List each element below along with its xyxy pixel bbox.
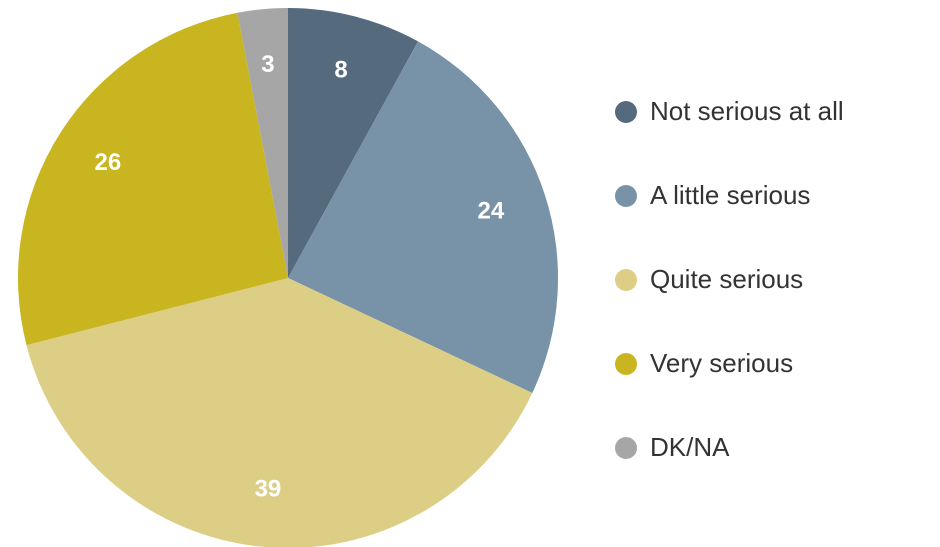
pie-slice [288,8,419,278]
data-label: 39 [255,476,282,503]
pie-slice [26,278,533,547]
legend-swatch [615,185,637,207]
legend-label: DK/NA [650,432,730,462]
legend-swatch [615,353,637,375]
legend-label: A little serious [650,180,810,210]
data-label: 8 [334,57,347,84]
pie-slice [288,41,558,393]
data-label: 3 [261,51,274,78]
legend-swatch [615,437,637,459]
pie-slice [17,12,288,346]
legend-swatch [615,269,637,291]
legend-label: Quite serious [650,264,803,294]
legend-swatch [615,101,637,123]
legend-label: Very serious [650,348,793,378]
data-label: 24 [478,197,505,224]
data-label: 26 [95,149,122,176]
legend-label: Not serious at all [650,96,844,126]
pie-slice [237,8,288,278]
